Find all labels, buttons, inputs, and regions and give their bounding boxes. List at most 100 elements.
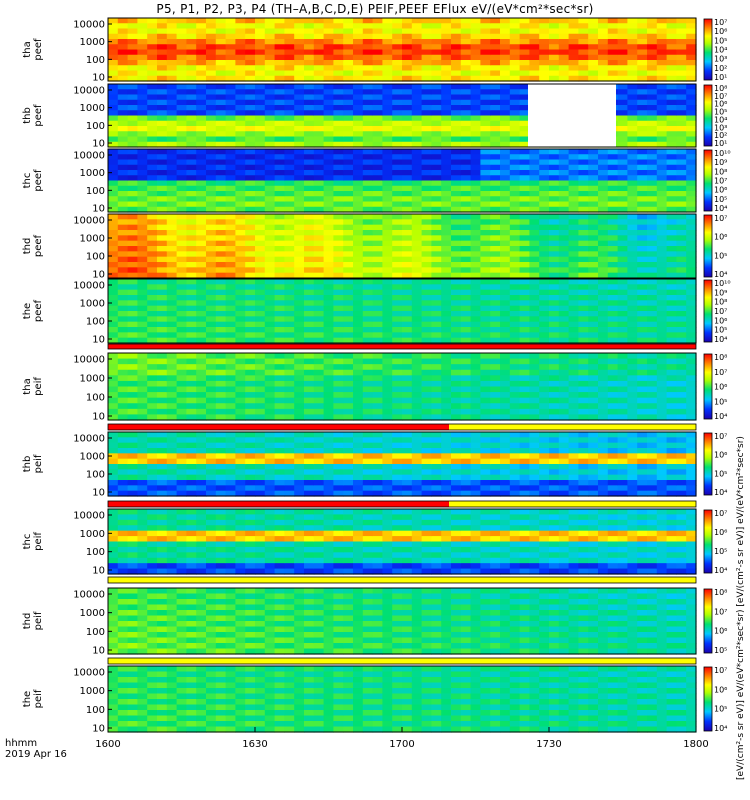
heatmap-cell [215,196,227,203]
heatmap-cell [411,75,423,82]
heatmap-cell [490,54,501,61]
heatmap-cell [617,154,628,161]
heatmap-cell [598,414,609,421]
heatmap-cell [529,380,540,388]
heatmap-cell [402,364,413,371]
heatmap-cell [274,201,285,208]
heatmap-cell [402,321,413,328]
heatmap-cell [666,39,677,45]
heatmap-cell [225,337,236,344]
heatmap-cell [343,289,354,296]
heatmap-cell [166,311,178,317]
heatmap-cell [441,54,452,61]
heatmap-cell [206,267,217,274]
heatmap-cell [617,196,628,203]
heatmap-cell [411,246,423,252]
heatmap-cell [343,432,354,438]
heatmap-cell [451,164,462,171]
heatmap-cell [245,448,256,454]
heatmap-cell [225,70,236,77]
heatmap-cell [147,154,158,161]
heatmap-cell [127,219,138,226]
heatmap-cell [166,432,178,438]
heatmap-cell [647,267,658,274]
heatmap-cell [402,235,413,242]
heatmap-cell [431,305,442,312]
heatmap-cell [225,408,236,416]
heatmap-cell [392,126,403,132]
heatmap-cell [157,267,168,274]
heatmap-cell [245,131,256,138]
heatmap-cell [304,219,315,226]
heatmap-cell [666,300,677,307]
heatmap-cell [127,262,138,268]
heatmap-cell [353,251,364,258]
heatmap-cell [431,170,442,176]
heatmap-cell [235,300,246,307]
heatmap-cell [137,490,148,497]
colorbar-tick-label: 10¹ [714,73,727,82]
heatmap-cell [656,316,668,323]
heatmap-cell [637,224,648,231]
heatmap-cell [637,201,648,208]
heatmap-cell [470,490,481,497]
heatmap-cell [245,180,256,187]
heatmap-cell [127,94,138,101]
heatmap-cell [176,267,187,274]
heatmap-cell [480,295,491,301]
heatmap-cell [411,408,423,416]
heatmap-cell [637,141,648,148]
heatmap-cell [225,131,236,138]
heatmap-cell [480,289,491,296]
heatmap-cell [264,408,276,416]
heatmap-cell [362,159,374,166]
heatmap-cell [666,65,677,72]
heatmap-cell [617,141,628,148]
heatmap-cell [637,60,648,66]
heatmap-cell [392,75,403,82]
heatmap-cell [147,224,158,231]
heatmap-cell [108,105,119,111]
heatmap-cell [676,154,687,161]
heatmap-cell [372,380,383,388]
heatmap-cell [176,490,187,497]
heatmap-cell [294,386,305,393]
heatmap-cell [441,99,452,106]
heatmap-cell [127,442,138,449]
heatmap-cell [549,437,560,444]
heatmap-cell [568,224,579,231]
heatmap-cell [235,136,246,143]
heatmap-cell [127,386,138,393]
heatmap-cell [343,408,354,416]
heatmap-cell [441,262,452,268]
heatmap-cell [127,289,138,296]
heatmap-cell [470,191,481,197]
heatmap-cell [196,305,207,312]
heatmap-cell [284,458,295,465]
heatmap-cell [313,191,325,197]
heatmap-cell [147,84,158,90]
heatmap-cell [245,480,256,486]
heatmap-cell [421,141,432,148]
heatmap-cell [460,403,472,410]
heatmap-cell [255,49,266,56]
heatmap-cell [411,191,423,197]
heatmap-cell [313,49,325,56]
heatmap-cell [313,358,325,365]
heatmap-cell [480,414,491,421]
heatmap-cell [235,295,246,301]
heatmap-cell [451,453,462,460]
heatmap-cell [676,141,687,148]
heatmap-cell [274,397,285,404]
heatmap-cell [666,120,677,127]
heatmap-cell [627,136,638,143]
heatmap-cell [264,44,276,51]
heatmap-cell [157,196,168,203]
heatmap-cell [157,60,168,66]
heatmap-cell [431,141,442,148]
heatmap-cell [686,136,697,143]
heatmap-cell [598,18,609,24]
heatmap-cell [431,442,442,449]
heatmap-cell [627,110,638,117]
heatmap-cell [411,70,423,77]
